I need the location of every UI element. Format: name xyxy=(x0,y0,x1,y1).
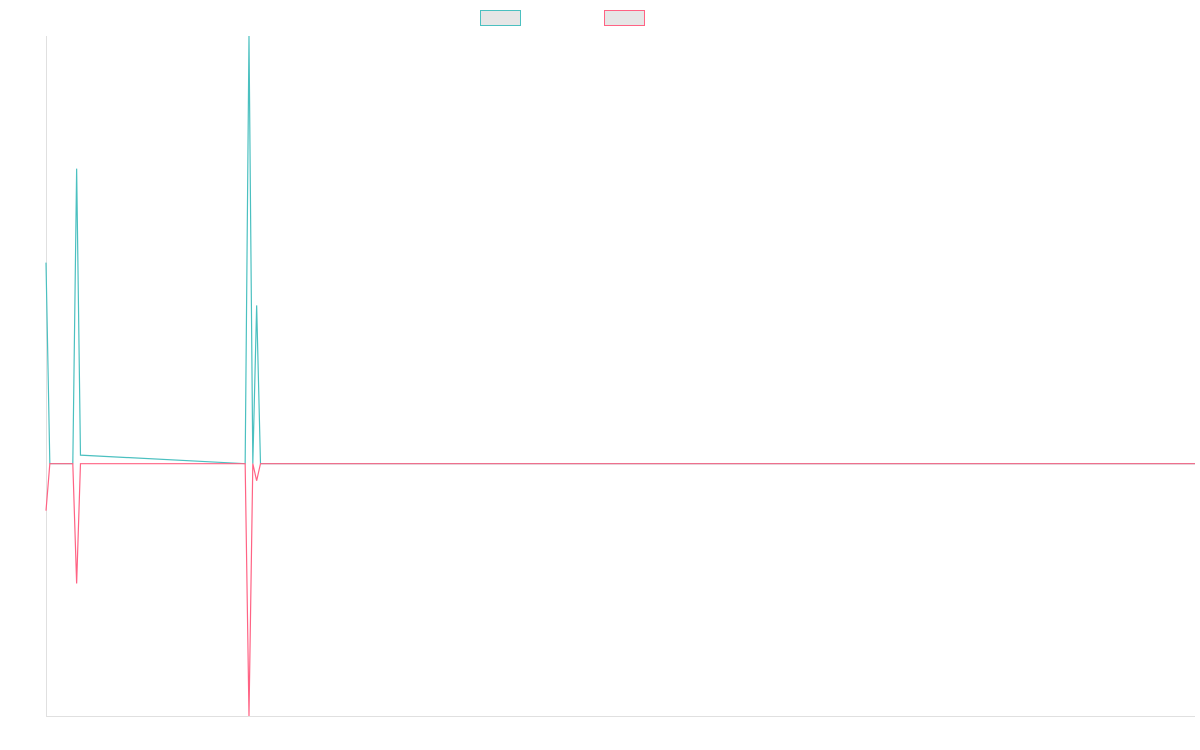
legend-swatch[interactable] xyxy=(480,10,521,26)
series-line xyxy=(45,35,1195,465)
series-line xyxy=(45,463,1195,717)
legend-swatch[interactable] xyxy=(604,10,645,26)
